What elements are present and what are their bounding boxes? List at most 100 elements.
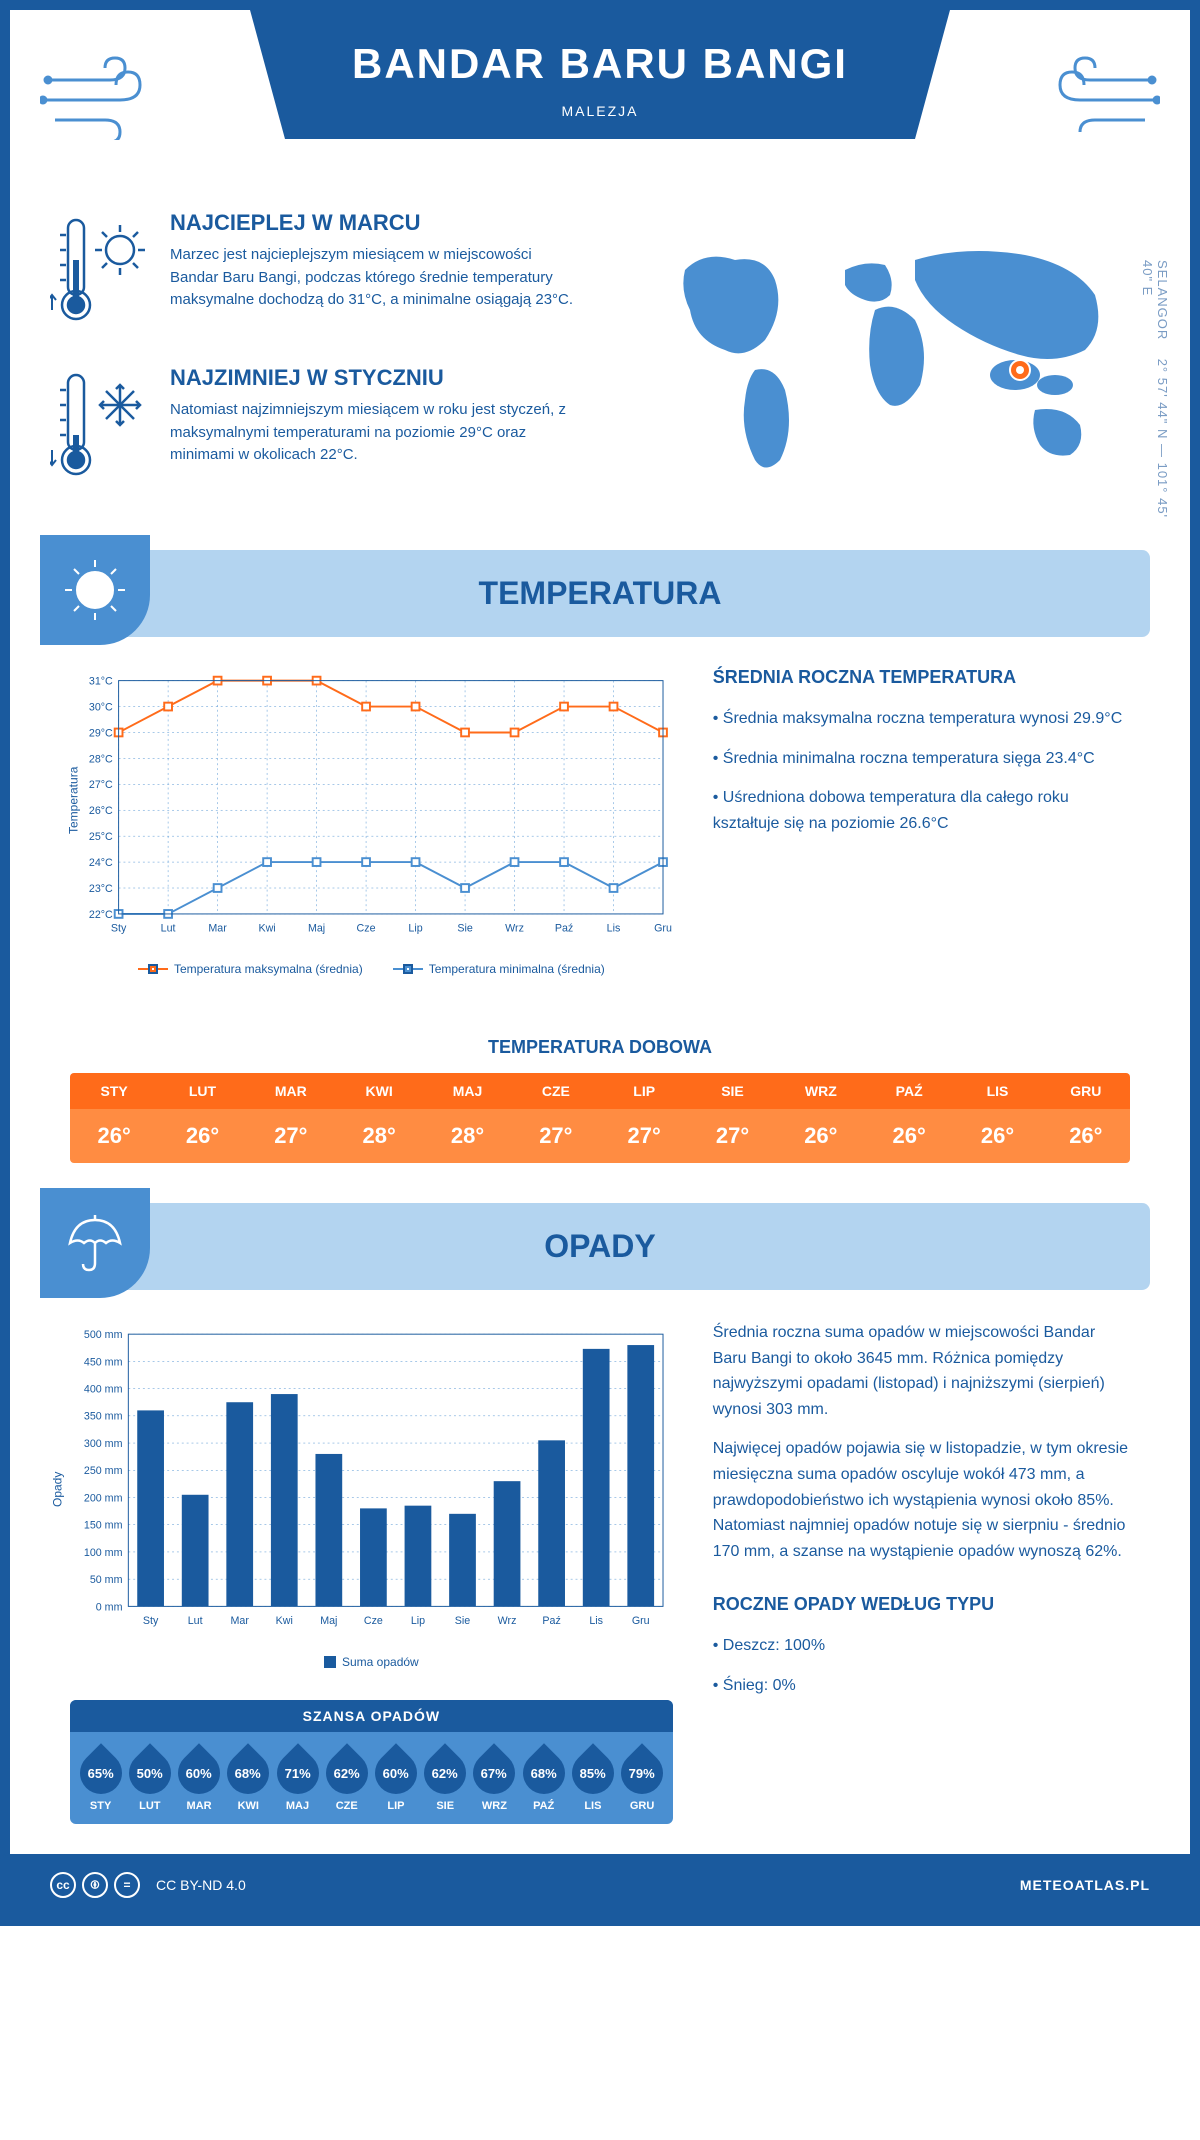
daily-temp-month: GRU: [1042, 1073, 1130, 1109]
temperature-title: TEMPERATURA: [479, 575, 722, 611]
svg-text:22°C: 22°C: [89, 909, 113, 921]
rain-chance-drop: 62%CZE: [324, 1744, 369, 1812]
svg-text:Sie: Sie: [457, 922, 473, 934]
coldest-text: NAJZIMNIEJ W STYCZNIU Natomiast najzimni…: [170, 365, 580, 490]
daily-temp-value: 26°: [865, 1109, 953, 1163]
svg-text:30°C: 30°C: [89, 701, 113, 713]
rain-title: OPADY: [544, 1228, 655, 1264]
svg-text:100 mm: 100 mm: [84, 1547, 123, 1559]
temp-legend: Temperatura maksymalna (średnia) Tempera…: [70, 962, 673, 976]
umbrella-icon: [40, 1188, 150, 1298]
svg-text:Lip: Lip: [408, 922, 422, 934]
intro-section: NAJCIEPLEJ W MARCU Marzec jest najcieple…: [10, 210, 1190, 550]
svg-text:Lis: Lis: [589, 1615, 603, 1627]
daily-temp-month: STY: [70, 1073, 158, 1109]
coordinates: SELANGOR 2° 57' 44" N — 101° 45' 40" E: [1140, 260, 1170, 520]
legend-max: Temperatura maksymalna (średnia): [138, 962, 363, 976]
svg-text:31°C: 31°C: [89, 676, 113, 688]
rain-content: Opady 0 mm 50 mm 100 mm 150 mm 200 mm 250 mm 3…: [10, 1320, 1190, 1854]
daily-temp-month: LIS: [953, 1073, 1041, 1109]
daily-temp-month: MAJ: [423, 1073, 511, 1109]
daily-temp-value: 27°: [512, 1109, 600, 1163]
rain-chance-drop: 71%MAJ: [275, 1744, 320, 1812]
rain-bar-chart: Opady 0 mm50 mm100 mm150 mm200 mm250 mm3…: [70, 1320, 673, 1680]
svg-text:Mar: Mar: [208, 922, 227, 934]
svg-text:350 mm: 350 mm: [84, 1411, 123, 1423]
daily-temp-month: LIP: [600, 1073, 688, 1109]
rain-chance-drop: 60%LIP: [373, 1744, 418, 1812]
rain-chance-drop: 85%LIS: [570, 1744, 615, 1812]
daily-temp-title: TEMPERATURA DOBOWA: [10, 1037, 1190, 1058]
rain-type-title: ROCZNE OPADY WEDŁUG TYPU: [713, 1594, 1130, 1615]
daily-temp-value: 27°: [688, 1109, 776, 1163]
svg-text:150 mm: 150 mm: [84, 1520, 123, 1532]
region-label: SELANGOR: [1155, 260, 1170, 340]
brand-text: METEOATLAS.PL: [1020, 1877, 1150, 1893]
svg-text:Lip: Lip: [411, 1615, 425, 1627]
svg-text:Maj: Maj: [308, 922, 325, 934]
svg-text:200 mm: 200 mm: [84, 1492, 123, 1504]
temperature-content: Temperatura 22°C23°C24°C25°C26°C27°C28°C…: [10, 667, 1190, 1017]
svg-text:500 mm: 500 mm: [84, 1329, 123, 1341]
cc-icon: cc: [50, 1872, 76, 1898]
svg-text:Paź: Paź: [542, 1615, 560, 1627]
rain-chance-card: SZANSA OPADÓW 65%STY50%LUT60%MAR68%KWI71…: [70, 1700, 673, 1824]
svg-text:Wrz: Wrz: [505, 922, 524, 934]
title-banner: BANDAR BARU BANGI MALEZJA: [250, 10, 950, 139]
svg-text:50 mm: 50 mm: [90, 1574, 123, 1586]
daily-temp-month: SIE: [688, 1073, 776, 1109]
wind-icon: [40, 50, 160, 145]
temp-y-label: Temperatura: [67, 767, 81, 834]
footer: cc 🅯 = CC BY-ND 4.0 METEOATLAS.PL: [10, 1854, 1190, 1916]
daily-temp-value: 26°: [953, 1109, 1041, 1163]
rain-type-bullet: • Śnieg: 0%: [713, 1673, 1130, 1699]
rain-chance-drop: 68%PAŹ: [521, 1744, 566, 1812]
daily-temp-value: 26°: [777, 1109, 865, 1163]
daily-temp-month: CZE: [512, 1073, 600, 1109]
rain-chance-drop: 62%SIE: [423, 1744, 468, 1812]
map-column: SELANGOR 2° 57' 44" N — 101° 45' 40" E: [620, 210, 1150, 520]
daily-temp-month: MAR: [247, 1073, 335, 1109]
temp-bullet: • Średnia minimalna roczna temperatura s…: [713, 746, 1130, 772]
world-map: [620, 210, 1150, 490]
temp-bullet: • Średnia maksymalna roczna temperatura …: [713, 706, 1130, 732]
daily-temp-month: LUT: [158, 1073, 246, 1109]
svg-text:0 mm: 0 mm: [96, 1601, 123, 1613]
svg-text:Cze: Cze: [357, 922, 376, 934]
svg-text:29°C: 29°C: [89, 727, 113, 739]
daily-temp-month: KWI: [335, 1073, 423, 1109]
svg-text:400 mm: 400 mm: [84, 1384, 123, 1396]
coldest-block: NAJZIMNIEJ W STYCZNIU Natomiast najzimni…: [50, 365, 580, 490]
svg-text:26°C: 26°C: [89, 805, 113, 817]
legend-rain: Suma opadów: [324, 1655, 419, 1669]
svg-text:Lut: Lut: [161, 922, 176, 934]
svg-text:450 mm: 450 mm: [84, 1356, 123, 1368]
rain-chart-column: Opady 0 mm50 mm100 mm150 mm200 mm250 mm3…: [70, 1320, 673, 1824]
nd-icon: =: [114, 1872, 140, 1898]
thermometer-snow-icon: [50, 365, 150, 490]
svg-text:Gru: Gru: [632, 1615, 650, 1627]
daily-temp-month: WRZ: [777, 1073, 865, 1109]
warmest-text: NAJCIEPLEJ W MARCU Marzec jest najcieple…: [170, 210, 580, 335]
rain-side-text: Średnia roczna suma opadów w miejscowośc…: [713, 1320, 1130, 1824]
license-block: cc 🅯 = CC BY-ND 4.0: [50, 1872, 246, 1898]
svg-text:Kwi: Kwi: [258, 922, 275, 934]
daily-temp-value: 26°: [1042, 1109, 1130, 1163]
rain-chance-drop: 50%LUT: [127, 1744, 172, 1812]
rain-y-label: Opady: [51, 1472, 65, 1507]
daily-temp-value: 26°: [70, 1109, 158, 1163]
rain-chance-drop: 79%GRU: [620, 1744, 665, 1812]
warmest-block: NAJCIEPLEJ W MARCU Marzec jest najcieple…: [50, 210, 580, 335]
rain-legend: Suma opadów: [70, 1655, 673, 1669]
svg-text:Mar: Mar: [231, 1615, 250, 1627]
daily-temp-value: 27°: [247, 1109, 335, 1163]
daily-temp-table: STYLUTMARKWIMAJCZELIPSIEWRZPAŹLISGRU26°2…: [70, 1073, 1130, 1163]
warmest-title: NAJCIEPLEJ W MARCU: [170, 210, 580, 236]
daily-temp-month: PAŹ: [865, 1073, 953, 1109]
svg-text:Wrz: Wrz: [498, 1615, 517, 1627]
svg-text:250 mm: 250 mm: [84, 1465, 123, 1477]
rain-chance-drop: 60%MAR: [176, 1744, 221, 1812]
daily-temp-value: 28°: [335, 1109, 423, 1163]
rain-chance-drop: 68%KWI: [226, 1744, 271, 1812]
svg-text:Cze: Cze: [364, 1615, 383, 1627]
